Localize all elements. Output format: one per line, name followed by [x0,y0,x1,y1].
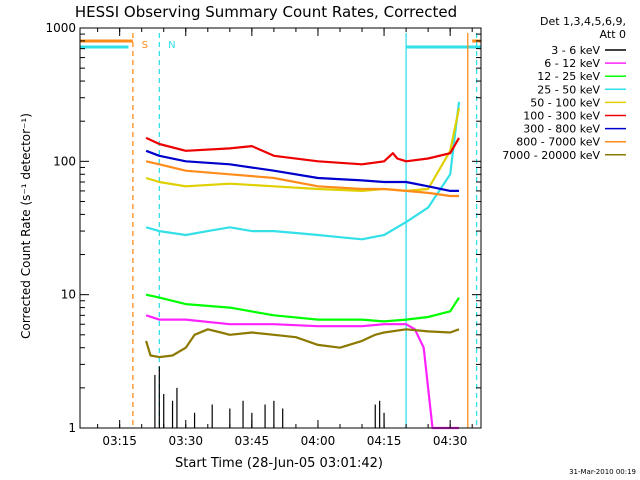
legend-title-line-2: Att 0 [600,28,626,41]
x-axis-label: Start Time (28-Jun-05 03:01:42) [175,456,383,471]
x-tick-label-03-30: 03:30 [168,434,203,448]
series-50-100-kev [145,108,461,192]
legend-label-12-25-kev: 12 - 25 keV [537,70,600,83]
series-800-7000-kev [145,160,459,198]
plot-frame [79,27,482,429]
y-tick-label-10: 10 [61,288,76,302]
series-6-12-kev [145,314,459,430]
legend-label-300-800-kev: 300 - 800 keV [523,123,600,136]
x-tick-label-03-15: 03:15 [102,434,137,448]
annotation-n: N [168,40,175,51]
series-12-25-kev [145,293,460,323]
series-300-800-kev [145,149,459,192]
footer-date: 31-Mar-2010 00:19 [569,468,636,476]
legend-label-100-300-kev: 100 - 300 keV [523,110,600,123]
legend-label-7000-20000-kev: 7000 - 20000 keV [502,149,600,162]
x-tick-label-04-15: 04:15 [367,434,402,448]
series-100-300-kev [145,136,460,166]
legend-label-3-6-kev: 3 - 6 keV [551,44,600,57]
x-tick-label-04-00: 04:00 [301,434,336,448]
y-axis-label: Corrected Count Rate (s⁻¹ detector⁻¹) [19,113,33,339]
annotation-s: S [142,40,148,51]
legend-label-25-50-kev: 25 - 50 keV [537,83,600,96]
legend-label-6-12-kev: 6 - 12 keV [544,57,600,70]
legend-label-800-7000-kev: 800 - 7000 keV [516,136,600,149]
axes: 03:15 03:30 03:45 04:00 04:15 04:30 1 10 100 1000 [45,21,481,448]
series-3-6-kev [154,366,385,428]
x-tick-label-03-45: 03:45 [235,434,270,448]
legend-label-50-100-kev: 50 - 100 keV [530,96,600,109]
y-tick-label-100: 100 [53,154,76,168]
y-tick-label-1: 1 [68,421,76,435]
series-7000-20000-kev [145,328,460,359]
series-25-50-kev [145,101,461,241]
chart-title: HESSI Observing Summary Count Rates, Cor… [75,3,457,21]
x-tick-label-04-30: 04:30 [433,434,468,448]
legend-title-line-1: Det 1,3,4,5,6,9, [540,15,626,28]
y-tick-label-1000: 1000 [45,21,76,35]
